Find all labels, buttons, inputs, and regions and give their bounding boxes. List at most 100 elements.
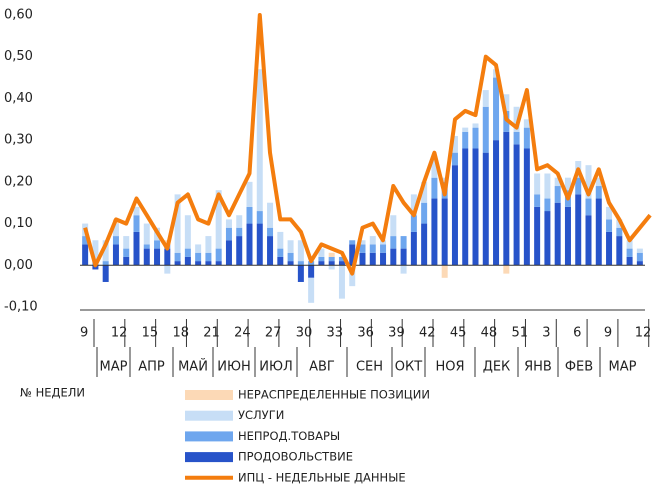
bar-segment: [410, 215, 417, 232]
y-tick-label: 0,10: [4, 216, 33, 231]
month-label: ОКТ: [395, 360, 422, 375]
bar-segment: [390, 248, 397, 266]
month-label: ЯНВ: [524, 360, 552, 375]
bar-segment: [554, 202, 561, 266]
x-tick-label: 9: [80, 326, 88, 341]
bar-segment: [256, 69, 263, 212]
bar-segment: [236, 236, 243, 266]
bar-segment: [123, 248, 130, 257]
bar-segment: [154, 240, 161, 249]
bar-segment: [308, 265, 315, 278]
bar-segment: [390, 215, 397, 237]
bar-segment: [462, 131, 469, 149]
bar-segment: [482, 106, 489, 153]
x-tick-label: 21: [203, 326, 220, 341]
bar-segment: [205, 261, 212, 266]
bar-segment: [205, 252, 212, 262]
bar-segment: [205, 236, 212, 253]
month-label: СЕН: [356, 360, 383, 375]
bar-segment: [585, 165, 592, 199]
bar-segment: [595, 186, 602, 199]
bar-segment: [133, 215, 140, 232]
bar-segment: [359, 244, 366, 253]
month-label: МАР: [609, 360, 637, 375]
bar-segment: [267, 227, 274, 237]
x-tick-label: 42: [419, 326, 436, 341]
bar-segment: [544, 198, 551, 212]
bar-segment: [585, 215, 592, 266]
bar-segment: [534, 206, 541, 266]
bar-segment: [164, 265, 171, 274]
bar-segment: [174, 261, 181, 266]
bar-segment: [380, 252, 387, 266]
bar-segment: [554, 177, 561, 187]
bar-segment: [626, 256, 633, 266]
bar-segment: [164, 248, 171, 266]
bar-segment: [328, 252, 335, 257]
bar-segment: [225, 227, 232, 241]
bar-segment: [606, 231, 613, 266]
bar-segment: [133, 231, 140, 266]
x-tick-label: 12: [111, 326, 128, 341]
bar-segment: [636, 261, 643, 266]
bar-segment: [564, 206, 571, 266]
legend-swatch: [185, 390, 233, 400]
bar-segment: [431, 177, 438, 199]
bar-segment: [123, 236, 130, 249]
month-label: МАЙ: [178, 359, 208, 375]
bar-segment: [544, 173, 551, 199]
bar-segment: [523, 127, 530, 149]
y-tick-label: 0,30: [4, 133, 33, 148]
bar-segment: [472, 148, 479, 266]
bar-segment: [359, 252, 366, 266]
bar-segment: [225, 240, 232, 266]
bar-segment: [287, 240, 294, 253]
bar-segment: [236, 215, 243, 228]
bar-segment: [616, 236, 623, 266]
bar-segment: [338, 265, 345, 299]
x-tick-label: 15: [142, 326, 159, 341]
month-label: АВГ: [309, 360, 335, 375]
legend-swatch: [185, 410, 233, 421]
bar-segment: [195, 252, 202, 262]
x-tick-label: 27: [265, 326, 282, 341]
bar-segment: [256, 223, 263, 266]
bar-segment: [277, 256, 284, 266]
y-tick-label: 0,00: [4, 258, 33, 273]
bar-segment: [246, 206, 253, 224]
bar-segment: [277, 231, 284, 249]
bar-segment: [143, 248, 150, 266]
month-label: НОЯ: [435, 360, 464, 375]
bar-segment: [112, 244, 119, 266]
legend-label: НЕРАСПРЕДЕЛЕННЫЕ ПОЗИЦИИ: [238, 388, 430, 402]
bar-segment: [462, 148, 469, 266]
bar-segment: [472, 127, 479, 149]
legend-label: ПРОДОВОЛЬСТВИЕ: [238, 450, 353, 464]
bar-segment: [287, 261, 294, 266]
bar-segment: [421, 181, 428, 203]
x-tick-label: 3: [542, 326, 550, 341]
bar-segment: [606, 219, 613, 232]
bar-segment: [410, 231, 417, 266]
bar-segment: [143, 223, 150, 245]
bar-segment: [195, 244, 202, 253]
legend-label: УСЛУГИ: [238, 408, 284, 422]
bar-segment: [575, 194, 582, 266]
bar-segment: [174, 252, 181, 262]
bar-segment: [493, 77, 500, 141]
bar-segment: [123, 256, 130, 266]
x-tick-label: 9: [604, 326, 612, 341]
bar-segment: [338, 256, 345, 262]
bar-segment: [267, 202, 274, 228]
bar-segment: [493, 140, 500, 266]
bar-segment: [318, 261, 325, 266]
bar-segment: [431, 198, 438, 266]
bar-segment: [595, 177, 602, 187]
bar-segment: [554, 186, 561, 203]
bar-segment: [349, 240, 356, 245]
bar-segment: [523, 119, 530, 128]
x-tick-label: 30: [296, 326, 313, 341]
month-label: ДЕК: [483, 360, 511, 375]
bar-segment: [421, 223, 428, 266]
